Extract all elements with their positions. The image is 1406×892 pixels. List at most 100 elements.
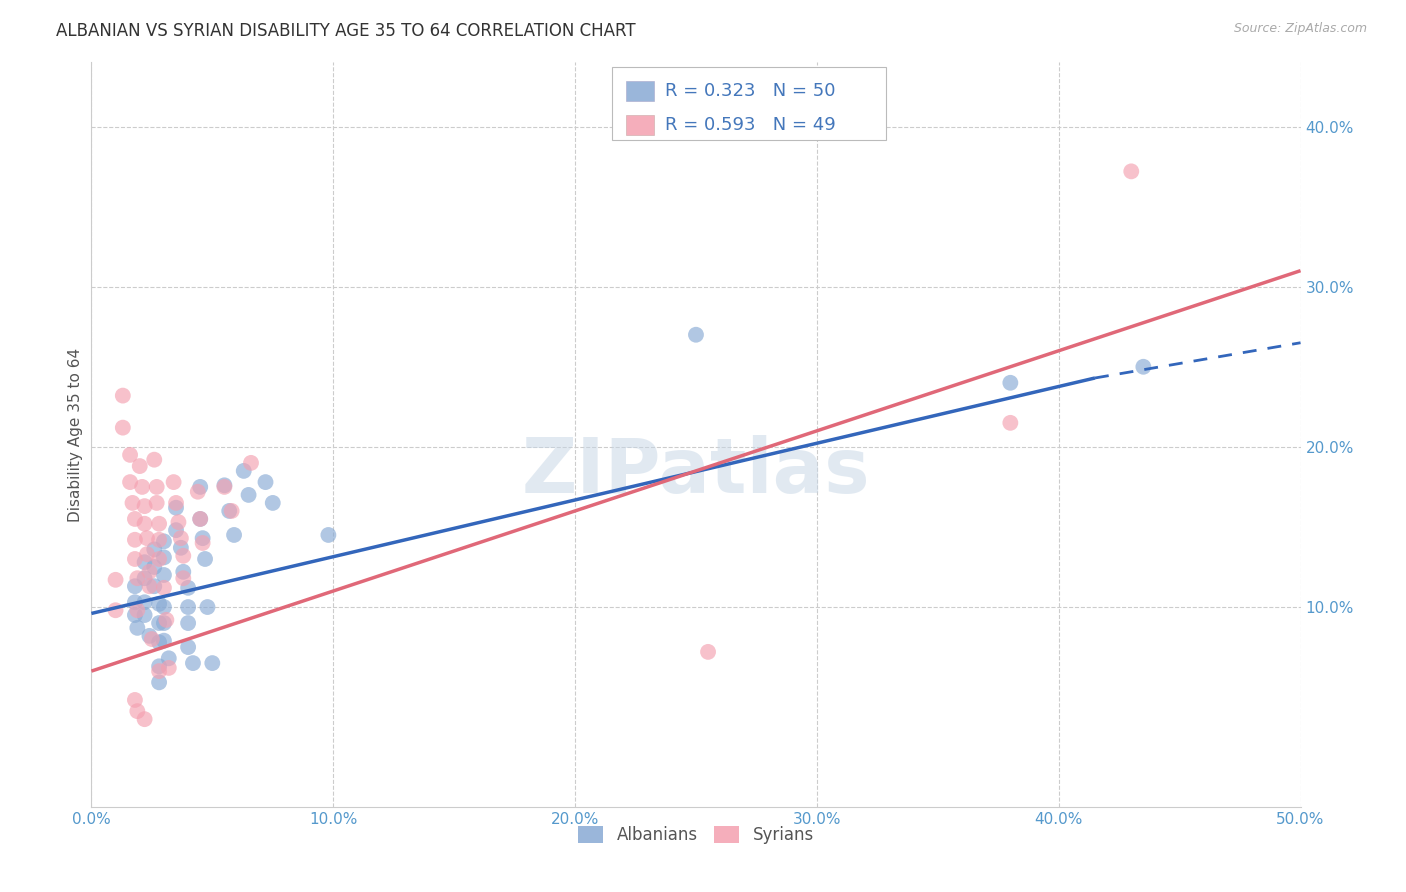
Point	[162, 475, 184, 489]
Point	[148, 552, 170, 566]
Point	[153, 534, 176, 549]
Point	[134, 499, 156, 513]
Point	[148, 659, 170, 673]
Point	[188, 480, 211, 494]
Point	[262, 496, 284, 510]
Point	[143, 560, 166, 574]
Point	[167, 515, 190, 529]
Point	[124, 533, 146, 547]
Point	[148, 597, 170, 611]
Point	[221, 504, 243, 518]
Point	[127, 621, 149, 635]
Point	[197, 600, 219, 615]
Point	[155, 613, 177, 627]
Point	[127, 603, 149, 617]
Text: R = 0.593   N = 49: R = 0.593 N = 49	[665, 116, 835, 134]
Point	[134, 595, 156, 609]
Point	[148, 615, 170, 630]
Point	[148, 635, 170, 649]
Point	[141, 632, 163, 646]
Point	[134, 712, 156, 726]
Point	[134, 571, 156, 585]
Point	[1000, 416, 1022, 430]
Point	[124, 595, 146, 609]
Text: ALBANIAN VS SYRIAN DISABILITY AGE 35 TO 64 CORRELATION CHART: ALBANIAN VS SYRIAN DISABILITY AGE 35 TO …	[56, 22, 636, 40]
Point	[148, 664, 170, 678]
Point	[124, 552, 146, 566]
Point	[191, 536, 214, 550]
Point	[194, 552, 217, 566]
Point	[148, 675, 170, 690]
Point	[1121, 164, 1143, 178]
Point	[214, 478, 236, 492]
Point	[148, 516, 170, 531]
Point	[188, 512, 211, 526]
Point	[104, 603, 127, 617]
Point	[120, 475, 142, 489]
Point	[136, 531, 159, 545]
Point	[165, 523, 187, 537]
Point	[124, 512, 146, 526]
Point	[134, 555, 156, 569]
Point	[697, 645, 720, 659]
Text: R = 0.323   N = 50: R = 0.323 N = 50	[665, 82, 835, 100]
Point	[172, 565, 194, 579]
Point	[153, 568, 176, 582]
Point	[153, 581, 176, 595]
Point	[187, 484, 209, 499]
Point	[218, 504, 240, 518]
Point	[120, 448, 142, 462]
Point	[157, 651, 180, 665]
Point	[165, 500, 187, 515]
Point	[143, 579, 166, 593]
Point	[172, 571, 194, 585]
Legend: Albanians, Syrians: Albanians, Syrians	[571, 820, 821, 851]
Point	[143, 542, 166, 557]
Y-axis label: Disability Age 35 to 64: Disability Age 35 to 64	[67, 348, 83, 522]
Point	[128, 459, 150, 474]
Point	[124, 693, 146, 707]
Point	[1000, 376, 1022, 390]
Point	[188, 512, 211, 526]
Point	[1132, 359, 1154, 374]
Point	[104, 573, 127, 587]
Point	[318, 528, 340, 542]
Point	[153, 615, 176, 630]
Point	[177, 615, 200, 630]
Point	[121, 496, 143, 510]
Point	[124, 608, 146, 623]
Point	[124, 579, 146, 593]
Point	[201, 656, 224, 670]
Point	[157, 661, 180, 675]
Point	[153, 600, 176, 615]
Point	[177, 581, 200, 595]
Point	[138, 565, 160, 579]
Point	[153, 633, 176, 648]
Point	[134, 608, 156, 623]
Point	[127, 704, 149, 718]
Point	[222, 528, 245, 542]
Point	[111, 420, 134, 434]
Point	[165, 496, 187, 510]
Point	[138, 629, 160, 643]
Point	[170, 541, 193, 555]
Point	[145, 480, 167, 494]
Point	[240, 456, 263, 470]
Point	[134, 516, 156, 531]
Point	[177, 640, 200, 654]
Text: Source: ZipAtlas.com: Source: ZipAtlas.com	[1233, 22, 1367, 36]
Point	[148, 533, 170, 547]
Point	[172, 549, 194, 563]
Point	[177, 600, 200, 615]
Point	[153, 550, 176, 565]
Point	[181, 656, 204, 670]
Point	[131, 480, 153, 494]
Point	[138, 579, 160, 593]
Point	[127, 571, 149, 585]
Point	[111, 389, 134, 403]
Point	[232, 464, 254, 478]
Point	[214, 480, 236, 494]
Point	[685, 327, 707, 342]
Text: ZIPatlas: ZIPatlas	[522, 435, 870, 509]
Point	[238, 488, 260, 502]
